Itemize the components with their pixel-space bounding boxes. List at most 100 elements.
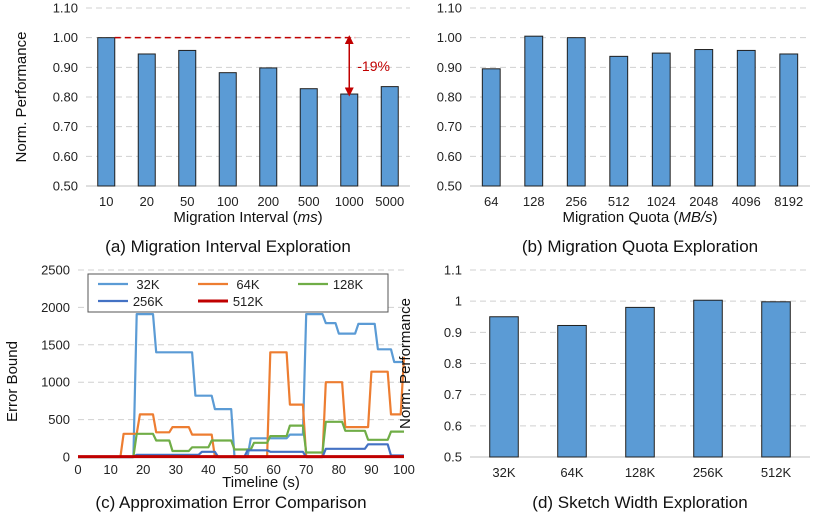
x-tick-label: 40 bbox=[201, 462, 215, 477]
x-tick-label: 20 bbox=[140, 194, 154, 209]
y-tick-label: 500 bbox=[48, 412, 70, 427]
y-tick-label: 0.50 bbox=[437, 179, 462, 194]
y-tick-label: 0 bbox=[63, 450, 70, 465]
y-tick-label: 0.70 bbox=[437, 119, 462, 134]
bar-50 bbox=[178, 49, 197, 187]
y-axis-label: Norm. Performance bbox=[397, 298, 414, 429]
bar-200 bbox=[259, 67, 278, 187]
bar-8192 bbox=[779, 53, 799, 187]
chart-caption: (c) Approximation Error Comparison bbox=[95, 493, 366, 512]
x-tick-label: 100 bbox=[393, 462, 415, 477]
x-tick-label: 32K bbox=[492, 465, 515, 480]
x-tick-label: 512K bbox=[761, 465, 792, 480]
series-line-256K bbox=[78, 443, 404, 459]
x-tick-label: 10 bbox=[103, 462, 117, 477]
x-tick-label: 100 bbox=[217, 194, 239, 209]
x-axis-label: Migration Quota (MB/s) bbox=[562, 209, 717, 226]
annotation-label: -19% bbox=[357, 58, 390, 74]
x-tick-label: 128K bbox=[625, 465, 656, 480]
x-tick-label: 256 bbox=[565, 194, 587, 209]
bar-64K bbox=[557, 324, 587, 458]
bar-32K bbox=[489, 316, 519, 458]
bar-256K bbox=[693, 299, 723, 458]
bar-2048 bbox=[694, 49, 714, 187]
series-line-32K bbox=[78, 313, 404, 459]
y-tick-label: 0.5 bbox=[444, 450, 462, 465]
y-tick-label: 1500 bbox=[41, 337, 70, 352]
x-tick-label: 60 bbox=[266, 462, 280, 477]
x-axis-label-end: ) bbox=[713, 209, 718, 226]
legend-box bbox=[87, 273, 389, 313]
y-tick-label: 0.6 bbox=[444, 418, 462, 433]
x-tick-label: 1024 bbox=[647, 194, 676, 209]
x-tick-label: 0 bbox=[74, 462, 81, 477]
x-tick-label: 64K bbox=[560, 465, 583, 480]
x-axis-label: Migration Interval (ms) bbox=[173, 209, 322, 226]
y-tick-label: 0.60 bbox=[437, 149, 462, 164]
y-tick-label: 0.50 bbox=[53, 179, 78, 194]
y-axis-label: Error Bound bbox=[4, 341, 21, 422]
y-tick-label: 1.10 bbox=[437, 1, 462, 16]
chart-a: 0.50 0.60 0.70 0.80 0.90 1.00 1.10 10 20 50 100 200… bbox=[13, 1, 410, 256]
series-line-64K bbox=[78, 351, 406, 459]
y-tick-label: 2000 bbox=[41, 300, 70, 315]
y-tick-label: 0.8 bbox=[444, 356, 462, 371]
y-tick-label: 0.70 bbox=[53, 119, 78, 134]
chart-b: 0.50 0.60 0.70 0.80 0.90 1.00 1.10 64 128 256 512 1… bbox=[437, 1, 810, 256]
x-axis-label-text: Migration Quota ( bbox=[562, 209, 678, 226]
x-axis-label-text: Migration Interval ( bbox=[173, 209, 297, 226]
legend: 32K 64K 128K 256K 512K bbox=[87, 273, 389, 313]
x-tick-label: 90 bbox=[364, 462, 378, 477]
x-axis-label-end: ) bbox=[318, 209, 323, 226]
legend-label-64K: 64K bbox=[236, 277, 259, 292]
bar-1000 bbox=[340, 93, 359, 187]
bar-128K bbox=[625, 306, 655, 458]
x-tick-label: 200 bbox=[257, 194, 279, 209]
x-tick-label: 64 bbox=[484, 194, 498, 209]
y-tick-label: 0.80 bbox=[53, 90, 78, 105]
x-tick-label: 128 bbox=[523, 194, 545, 209]
chart-d: 0.5 0.6 0.7 0.8 0.9 1 1.1 32K 64K 128K 256K 512K Nor… bbox=[397, 263, 810, 512]
x-tick-label: 256K bbox=[693, 465, 724, 480]
bar-20 bbox=[137, 53, 156, 187]
legend-label-512K: 512K bbox=[233, 294, 264, 309]
chart-caption: (d) Sketch Width Exploration bbox=[532, 493, 747, 512]
y-tick-label: 0.90 bbox=[437, 60, 462, 75]
bar-10 bbox=[97, 37, 116, 187]
x-tick-label: 500 bbox=[298, 194, 320, 209]
bar-500 bbox=[299, 88, 318, 187]
x-tick-label: 20 bbox=[136, 462, 150, 477]
x-tick-label: 70 bbox=[299, 462, 313, 477]
x-tick-label: 50 bbox=[234, 462, 248, 477]
y-tick-label: 2500 bbox=[41, 263, 70, 278]
y-tick-label: 0.90 bbox=[53, 60, 78, 75]
bar-1024 bbox=[651, 52, 671, 187]
x-tick-label: 1000 bbox=[335, 194, 364, 209]
x-axis-label-unit: MB/s bbox=[678, 209, 713, 226]
y-tick-label: 1000 bbox=[41, 375, 70, 390]
bar-64 bbox=[481, 68, 501, 187]
y-tick-label: 1.10 bbox=[53, 1, 78, 16]
chart-caption: (a) Migration Interval Exploration bbox=[105, 237, 351, 256]
bar-4096 bbox=[736, 49, 756, 187]
x-tick-label: 80 bbox=[332, 462, 346, 477]
x-tick-label: 10 bbox=[99, 194, 113, 209]
x-axis-label: Timeline (s) bbox=[222, 474, 300, 491]
series-line-128K bbox=[78, 420, 404, 459]
legend-label-256K: 256K bbox=[133, 294, 164, 309]
x-tick-label: 50 bbox=[180, 194, 194, 209]
y-tick-label: 0.80 bbox=[437, 90, 462, 105]
bar-512 bbox=[609, 55, 629, 187]
bar-256 bbox=[566, 37, 586, 187]
bar-100 bbox=[218, 72, 237, 187]
y-tick-label: 1 bbox=[455, 294, 462, 309]
y-tick-label: 0.7 bbox=[444, 387, 462, 402]
y-tick-label: 1.00 bbox=[53, 30, 78, 45]
x-tick-label: 512 bbox=[608, 194, 630, 209]
x-tick-label: 5000 bbox=[375, 194, 404, 209]
bar-512K bbox=[761, 301, 791, 458]
y-tick-label: 0.60 bbox=[53, 149, 78, 164]
chart-caption: (b) Migration Quota Exploration bbox=[522, 237, 758, 256]
y-axis-label: Norm. Performance bbox=[13, 32, 30, 163]
